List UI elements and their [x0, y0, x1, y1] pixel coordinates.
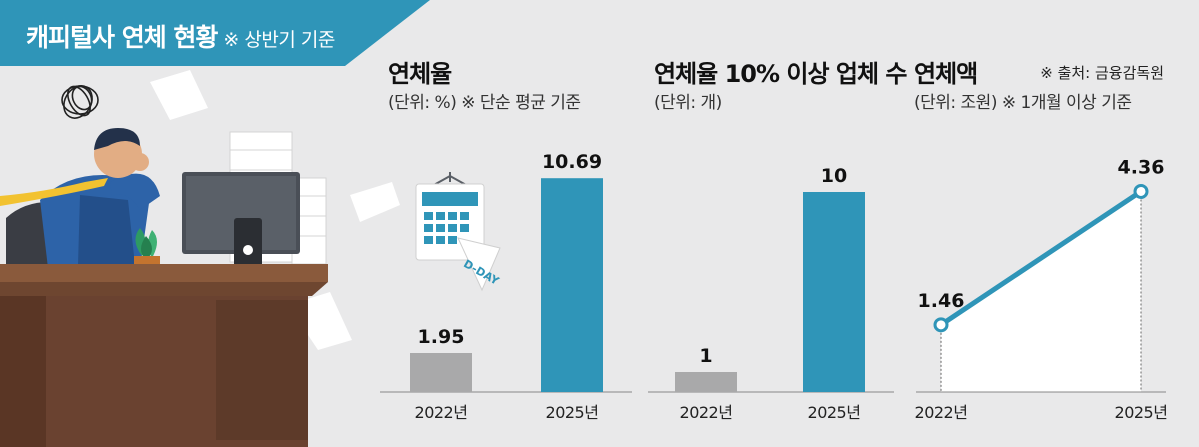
chart-3-point-2022	[933, 317, 949, 333]
chart-3-value-2022: 1.46	[918, 290, 965, 312]
chart-2-xlabel-2025: 2025년	[808, 403, 861, 422]
chart-2-bar-2025	[803, 192, 865, 392]
chart-1-unit: (단위: %) ※ 단순 평균 기준	[388, 93, 581, 113]
chart-1-xlabel-2025: 2025년	[546, 403, 599, 422]
chart-3-title: 연체액	[914, 60, 977, 88]
header-title-block: 캐피털사 연체 현황 ※ 상반기 기준	[26, 18, 335, 54]
chart-1-bar-2025	[541, 178, 603, 392]
flying-paper	[350, 182, 400, 222]
necktie	[0, 178, 108, 206]
chart-high-delinquency-firms: 연체율 10% 이상 업체 수 (단위: 개) 1 10 2022년 2025년	[648, 60, 908, 422]
chart-2-value-2022: 1	[699, 345, 712, 367]
source-note: ※ 출처: 금융감독원	[1040, 64, 1164, 82]
chart-3-series-line	[938, 188, 1144, 328]
page-title: 캐피털사 연체 현황	[26, 23, 218, 52]
chart-3-xlabel-2025: 2025년	[1115, 403, 1168, 422]
chart-1-xlabel-2022: 2022년	[415, 403, 468, 422]
desk-top	[0, 264, 328, 282]
chart-2-value-2025: 10	[821, 165, 847, 187]
chart-2-xlabel-2022: 2022년	[680, 403, 733, 422]
potted-plant	[134, 228, 160, 270]
header-banner	[0, 0, 430, 66]
chart-3-value-2025: 4.36	[1118, 156, 1165, 178]
chart-1-bar-2022	[410, 353, 472, 392]
flying-paper	[150, 70, 208, 120]
chart-1-value-2022: 1.95	[418, 326, 465, 348]
chart-delinquency-rate: 연체율 (단위: %) ※ 단순 평균 기준 1.95 10.69 2022년 …	[380, 60, 632, 422]
stress-scribble-icon	[61, 85, 99, 119]
chart-3-point-2025	[1133, 183, 1149, 199]
chart-2-title: 연체율 10% 이상 업체 수	[654, 60, 907, 88]
chart-3-area	[941, 191, 1141, 392]
chart-delinquency-amount: 연체액 ※ 출처: 금융감독원 (단위: 조원) ※ 1개월 이상 기준 1.4…	[914, 60, 1168, 422]
chart-1-value-2025: 10.69	[542, 151, 602, 173]
chart-2-unit: (단위: 개)	[654, 93, 722, 113]
chart-3-unit: (단위: 조원) ※ 1개월 이상 기준	[914, 93, 1131, 113]
chart-2-bar-2022	[675, 372, 737, 392]
calendar-icon: D-DAY	[415, 172, 502, 292]
chart-3-xlabel-2022: 2022년	[915, 403, 968, 422]
chart-1-title: 연체율	[388, 60, 452, 88]
header-note: ※ 상반기 기준	[223, 29, 335, 51]
office-illustration: D-DAY	[0, 70, 502, 447]
